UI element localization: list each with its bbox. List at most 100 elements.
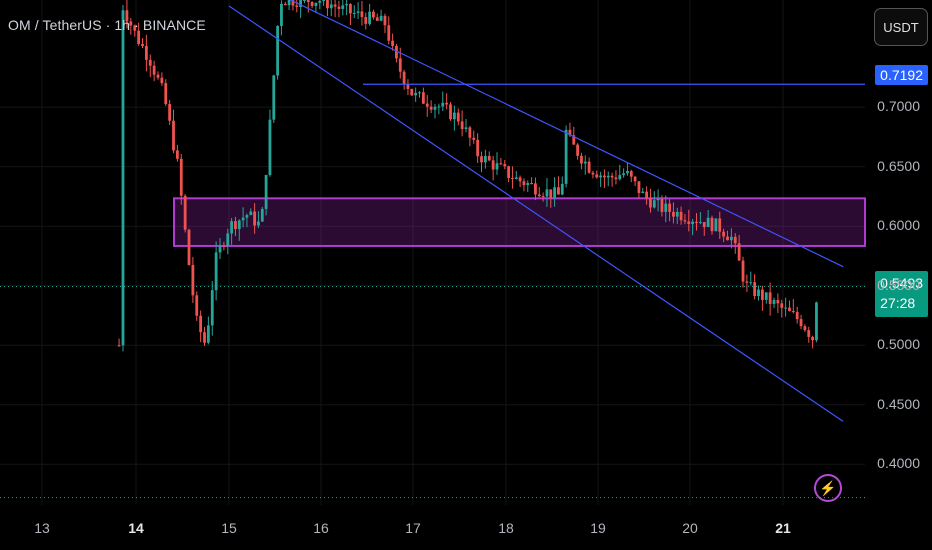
candle-body [283,3,287,6]
candle-body [753,282,757,297]
candle-body [445,102,449,105]
candle-body [322,0,326,1]
candle-body [745,281,749,283]
candle-body [268,119,272,176]
candle-body [133,25,137,31]
candle-body [749,282,753,284]
candle-body [383,15,387,26]
supply-zone [173,197,866,247]
supply-zone-layer [173,197,866,247]
candle-body [764,292,768,300]
candle-body [476,139,480,157]
candle-body [714,218,718,232]
candle-body [768,292,772,304]
candle-body [125,10,129,22]
candle-body [595,174,599,178]
candle-body [375,17,379,21]
candle-body [803,326,807,331]
channel-upper-line [289,0,844,268]
y-tick-label: 0.5500 [877,276,920,293]
candle-body [310,2,314,6]
candle-body [199,315,203,333]
candle-body [472,137,476,140]
candle-body [629,170,633,177]
x-tick-label: 18 [498,520,514,536]
candle-body [503,164,507,167]
candle-body [560,183,564,195]
candle-body [572,135,576,145]
candle-body [226,233,230,247]
candle-body [179,158,183,196]
candle-body [610,175,614,178]
current-price-tag: 0.5493 27:28 [875,271,928,317]
candle-body [144,45,148,60]
candle-body [729,236,733,241]
candle-body [656,198,660,201]
candle-body [464,127,468,129]
candle-body [241,217,245,221]
candle-body [514,177,518,179]
candle-body [433,106,437,110]
candle-body [772,300,776,304]
candle-body [687,221,691,224]
candle-body [791,311,795,313]
candle-body [726,236,729,241]
candle-body [706,217,710,228]
candle-body [576,144,580,156]
candle-body [645,191,649,199]
candle-body [702,222,706,228]
candle-body [606,175,610,178]
currency-button[interactable]: USDT [874,8,928,46]
candle-body [722,231,726,237]
candle-body [406,83,410,89]
candle-body [679,211,683,221]
candle-body [526,183,530,186]
candle-body [468,127,472,138]
candle-body [760,289,764,300]
candle-body [603,175,606,178]
candle-body [537,194,541,197]
candle-body [349,4,352,14]
candle-body [641,191,645,193]
candle-body [214,252,218,291]
candle-body [549,189,553,198]
candle-body [421,92,425,104]
candle-body [652,200,656,208]
candle-body [672,211,675,217]
candle-body [257,221,260,226]
candle-body [303,0,306,1]
candle-body [137,30,141,44]
candle-body [664,203,668,212]
channel-lower-line [228,5,844,422]
candle-body [287,0,291,6]
y-tick-label: 0.6000 [877,217,920,234]
candle-body [156,74,160,78]
candle-body [683,220,687,222]
candle-body [480,156,483,163]
candle-body [807,330,811,337]
candle-body [429,106,433,110]
candle-body [553,187,557,198]
candle-body [691,221,695,224]
candle-body [280,3,283,26]
candle-body [530,183,534,185]
candle-body [152,65,156,75]
symbol-title[interactable]: OM / TetherUS · 1h · BINANCE [8,17,206,33]
candle-body [799,319,803,327]
candle-body [491,160,495,170]
candle-body [203,332,206,343]
lightning-icon[interactable]: ⚡ [814,474,842,502]
candle-body [368,11,372,24]
candle-body [568,129,572,136]
candle-body [545,189,549,197]
candle-body [633,176,637,182]
candle-body [511,177,514,179]
x-tick-label: 19 [590,520,606,536]
x-tick-label: 16 [313,520,329,536]
candle-body [425,103,429,107]
candle-body [172,120,175,151]
candle-body [776,300,780,304]
candle-body [253,211,257,226]
candle-body [356,11,360,13]
